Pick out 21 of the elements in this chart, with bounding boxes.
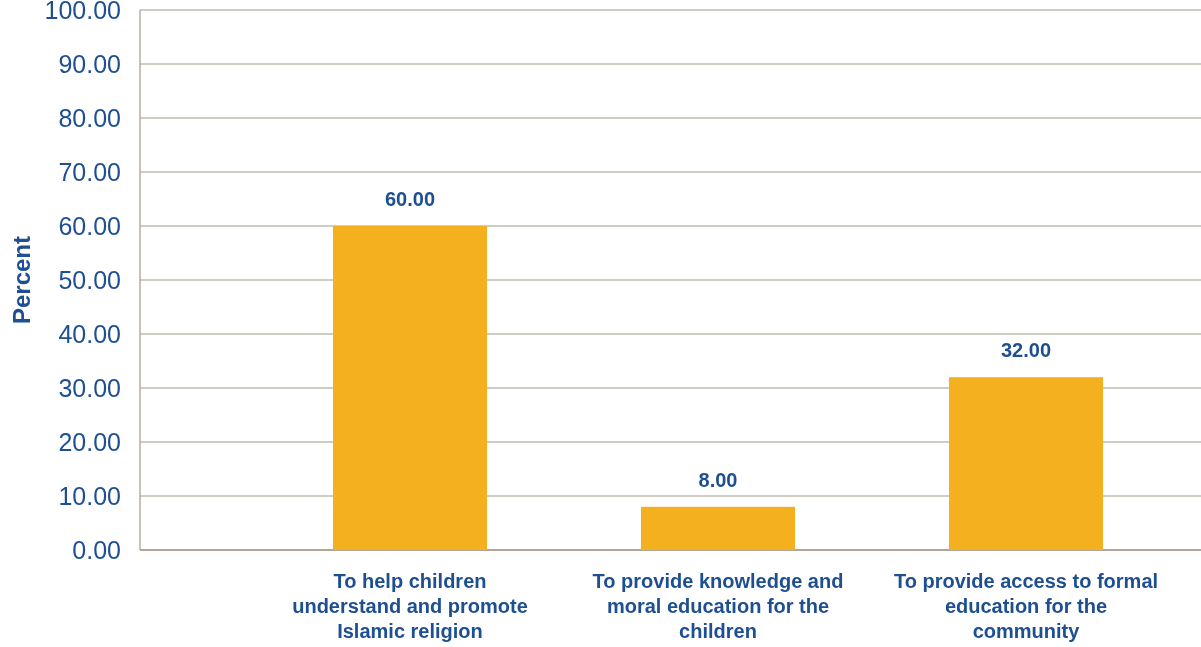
y-tick-label: 90.00 [58, 49, 121, 78]
data-label: 60.00 [384, 188, 436, 210]
y-tick-label: 0.00 [72, 535, 121, 564]
y-tick-label: 10.00 [58, 481, 121, 510]
x-tick-label: To help children understand and promote Islamic religion [292, 570, 528, 642]
bar [949, 377, 1103, 550]
y-axis-title: Percent [8, 235, 35, 325]
x-tick-label: To provide knowledge and moral education for the children [592, 570, 844, 642]
data-label: 8.00 [698, 468, 738, 491]
y-tick-label: 20.00 [58, 427, 121, 456]
y-tick-label: 60.00 [58, 211, 121, 240]
bar [641, 506, 795, 550]
y-tick-label: 50.00 [58, 265, 121, 294]
data-label: 32.00 [1000, 339, 1052, 362]
y-tick-label: 80.00 [58, 103, 121, 132]
bar [333, 226, 487, 550]
y-tick-label: 30.00 [58, 373, 121, 402]
y-tick-label: 70.00 [58, 157, 121, 186]
x-tick-label: To provide access to formal education for the community [893, 570, 1159, 642]
y-tick-label: 40.00 [58, 319, 121, 348]
y-tick-label: 100.00 [44, 0, 121, 24]
